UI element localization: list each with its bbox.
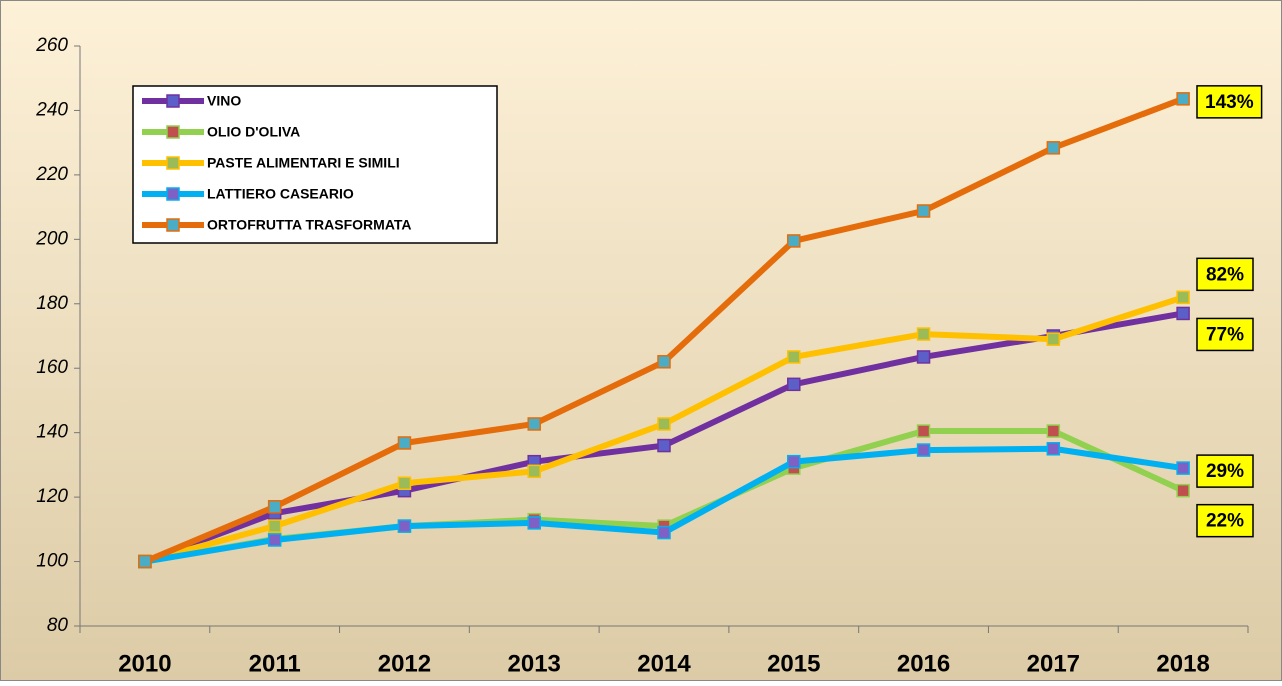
legend-label: PASTE ALIMENTARI E SIMILI [207, 155, 400, 171]
y-tick-label: 240 [35, 99, 68, 120]
marker [397, 436, 412, 450]
marker [1176, 306, 1190, 321]
marker [1046, 141, 1061, 155]
marker [787, 350, 801, 364]
y-tick-label: 160 [36, 357, 68, 378]
x-tick-label: 2016 [897, 650, 950, 677]
marker [916, 204, 931, 218]
marker [527, 464, 541, 479]
legend-marker [166, 125, 180, 139]
marker [1176, 483, 1190, 498]
end-label: 82% [1196, 257, 1254, 292]
marker [1176, 290, 1190, 305]
y-tick-label: 180 [36, 293, 68, 314]
y-tick-label: 200 [35, 228, 68, 249]
y-tick-label: 260 [35, 35, 68, 56]
marker [657, 438, 671, 453]
x-tick-label: 2013 [508, 650, 561, 677]
marker [1176, 92, 1190, 106]
end-label-box [1196, 503, 1254, 538]
y-tick-label: 80 [47, 615, 69, 636]
x-tick-label: 2018 [1156, 650, 1209, 677]
legend-label: LATTIERO CASEARIO [207, 186, 354, 202]
marker [1046, 442, 1061, 456]
marker [787, 454, 801, 469]
legend-label: OLIO D'OLIVA [207, 124, 300, 140]
marker [267, 519, 282, 533]
end-label-box [1196, 454, 1254, 488]
marker [657, 525, 671, 540]
end-label-box [1196, 85, 1263, 119]
legend-label: ORTOFRUTTA TRASFORMATA [207, 217, 412, 233]
y-tick-label: 120 [36, 486, 68, 507]
end-label-text: 82% [1206, 264, 1244, 285]
end-label: 29% [1196, 454, 1254, 488]
marker [1176, 461, 1190, 475]
end-label: 143% [1196, 85, 1263, 119]
marker [657, 355, 671, 369]
legend-label: VINO [207, 93, 241, 109]
y-tick-label: 140 [36, 422, 68, 443]
marker [267, 500, 282, 514]
legend-marker [166, 218, 180, 232]
x-tick-label: 2010 [118, 650, 171, 677]
y-tick-label: 100 [36, 551, 68, 572]
marker [916, 443, 931, 457]
x-tick-label: 2014 [637, 650, 691, 677]
end-label: 22% [1196, 503, 1254, 538]
marker [1046, 332, 1061, 346]
end-label-text: 22% [1206, 511, 1244, 532]
end-label-text: 77% [1206, 324, 1244, 345]
end-label-text: 143% [1205, 92, 1254, 113]
marker [267, 533, 282, 547]
end-label-box [1196, 257, 1254, 292]
end-label: 77% [1196, 317, 1254, 352]
marker [138, 554, 152, 569]
marker [916, 424, 931, 438]
marker [657, 417, 671, 431]
marker [1046, 424, 1061, 438]
marker [527, 516, 541, 530]
marker [916, 327, 931, 341]
end-label-box [1196, 317, 1254, 352]
end-label-text: 29% [1206, 461, 1244, 482]
marker [916, 350, 931, 364]
marker [787, 377, 801, 392]
legend-marker [166, 187, 180, 201]
marker [397, 519, 412, 533]
x-tick-label: 2017 [1027, 650, 1080, 677]
marker [397, 476, 412, 491]
legend-marker [166, 94, 180, 108]
marker [787, 234, 801, 248]
x-tick-label: 2011 [249, 650, 301, 677]
x-tick-label: 2015 [767, 650, 820, 677]
y-tick-label: 220 [35, 164, 68, 185]
x-tick-label: 2012 [378, 650, 431, 677]
marker [527, 417, 541, 431]
legend-marker [166, 156, 180, 170]
